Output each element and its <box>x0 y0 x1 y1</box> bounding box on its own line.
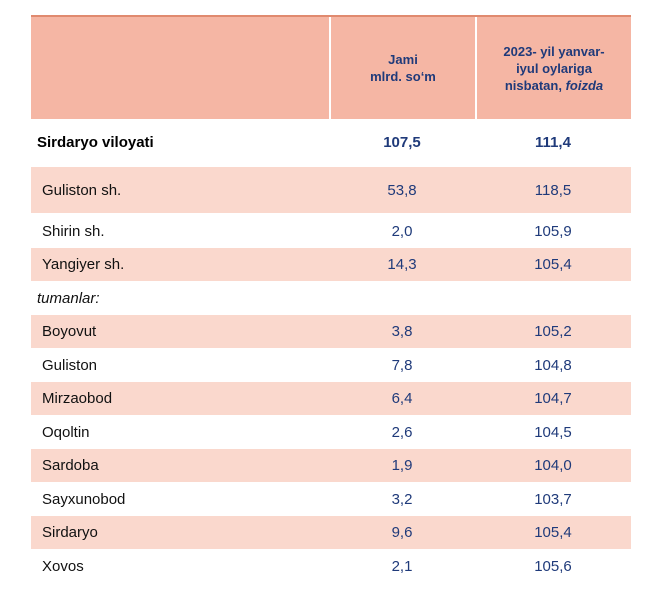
row-name: Mirzaobod <box>42 390 113 407</box>
header-total-line2: mlrd. so‘m <box>370 69 436 84</box>
row-percent: 118,5 <box>534 181 572 199</box>
table-row: Shirin sh. 2,0 105,9 <box>31 215 631 247</box>
row-total: 2,0 <box>391 222 413 240</box>
data-table: Jami mlrd. so‘m 2023- yil yanvar- iyul o… <box>31 15 631 575</box>
table-row-section: tumanlar: <box>31 282 631 314</box>
row-total: 14,3 <box>387 256 417 273</box>
row-total: 107,5 <box>383 133 421 151</box>
row-percent: 104,0 <box>534 457 572 474</box>
row-percent: 104,5 <box>534 423 572 441</box>
header-percent-line2: iyul oylariga <box>516 60 592 76</box>
row-name: Shirin sh. <box>42 222 105 240</box>
header-percent-unit: foizda <box>565 77 604 93</box>
table-row: Yangiyer sh. 14,3 105,4 <box>31 248 631 281</box>
column-divider <box>475 117 477 119</box>
row-name: Guliston sh. <box>42 181 122 199</box>
row-name: Sirdaryo <box>42 524 98 541</box>
row-percent: 104,7 <box>534 390 572 407</box>
header-percent-line3: nisbatan, foizda <box>503 77 604 94</box>
row-total: 6,4 <box>391 390 413 407</box>
row-name: Sayxunobod <box>42 490 126 508</box>
row-percent: 111,4 <box>535 133 571 151</box>
header-total-line1: Jami <box>388 52 418 67</box>
table-row: Guliston 7,8 104,8 <box>31 349 631 381</box>
row-total: 53,8 <box>387 181 417 199</box>
table-row: Sardoba 1,9 104,0 <box>31 449 631 482</box>
row-name: Guliston <box>42 356 98 374</box>
row-name: Yangiyer sh. <box>42 256 125 273</box>
row-percent: 105,6 <box>534 557 572 575</box>
table-row: Mirzaobod 6,4 104,7 <box>31 382 631 415</box>
row-total: 2,1 <box>391 557 413 575</box>
table-row: Sirdaryo viloyati 107,5 111,4 <box>31 120 631 164</box>
table-row: Sayxunobod 3,2 103,7 <box>31 483 631 515</box>
row-percent: 105,9 <box>534 222 572 240</box>
header-region-column <box>31 17 329 119</box>
row-total: 3,8 <box>391 323 413 340</box>
table-row: Xovos 2,1 105,6 <box>31 550 631 582</box>
row-total: 7,8 <box>391 356 413 374</box>
table-header: Jami mlrd. so‘m 2023- yil yanvar- iyul o… <box>31 15 631 119</box>
header-total-column: Jami mlrd. so‘m <box>329 17 475 119</box>
table-row: Guliston sh. 53,8 118,5 <box>31 167 631 213</box>
row-percent: 105,2 <box>534 323 572 340</box>
row-percent: 104,8 <box>534 356 572 374</box>
row-name: Xovos <box>42 557 84 575</box>
header-percent-line1: 2023- yil yanvar- <box>503 43 605 59</box>
row-total: 1,9 <box>391 457 413 474</box>
row-name: Sardoba <box>42 457 99 474</box>
row-total: 9,6 <box>391 524 413 541</box>
table-row: Boyovut 3,8 105,2 <box>31 315 631 348</box>
row-percent: 105,4 <box>534 524 572 541</box>
row-percent: 105,4 <box>534 256 572 273</box>
row-name: Sirdaryo viloyati <box>37 133 154 151</box>
row-percent: 103,7 <box>534 490 572 508</box>
header-percent-line3-text: nisbatan, <box>504 77 562 93</box>
row-total: 2,6 <box>391 423 413 441</box>
header-percent-column: 2023- yil yanvar- iyul oylariga nisbatan… <box>475 17 631 119</box>
row-name: Boyovut <box>42 323 97 340</box>
section-label: tumanlar: <box>37 289 100 307</box>
column-divider <box>329 117 331 119</box>
table-row: Sirdaryo 9,6 105,4 <box>31 516 631 549</box>
table-row: Oqoltin 2,6 104,5 <box>31 416 631 448</box>
row-name: Oqoltin <box>42 423 90 441</box>
row-total: 3,2 <box>391 490 413 508</box>
